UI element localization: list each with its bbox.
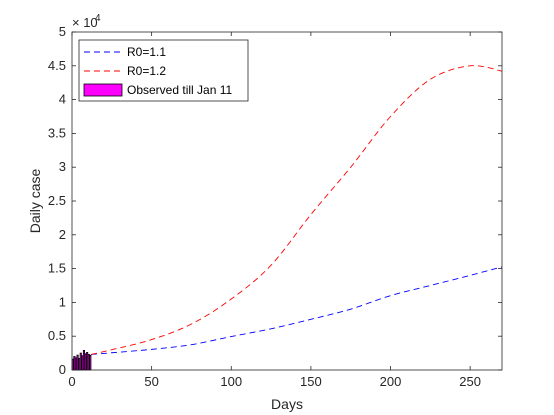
observed-bar [82,349,85,371]
x-axis-label: Days [271,396,303,412]
observed-bar [76,354,79,371]
y-tick-label: 0 [59,362,66,377]
observed-bar [87,354,90,371]
y-axis-label: Daily case [27,169,43,234]
x-tick-label: 200 [380,374,402,389]
x-tick-label: 100 [220,374,242,389]
y-tick-label: 5 [59,24,66,39]
legend-label-r0-1-1: R0=1.1 [127,45,166,59]
observed-bar [74,357,78,371]
ticks-layer: 0 50 100 150 200 250 0 0.5 1 1.5 2 2.5 3 3.5 4 4.5 5 [48,24,502,389]
y-tick-label: 4.5 [48,58,66,73]
x-tick-label: 150 [300,374,322,389]
observed-bar [78,358,81,371]
observed-bar [84,353,87,371]
series-line-r0-1-1 [91,266,503,355]
y-tick-label: 2 [59,227,66,242]
observed-bar [73,356,76,371]
legend-label-observed: Observed till Jan 11 [127,83,232,97]
observed-bar [89,354,92,371]
x-tick-label: 50 [144,374,158,389]
y-tick-label: 2.5 [48,193,66,208]
series-line-r0-1-2 [91,65,503,355]
y-tick-label: 0.5 [48,328,66,343]
observed-bar [79,352,82,371]
legend-swatch-observed [83,83,123,97]
y-tick-label: 3.5 [48,125,66,140]
y-tick-label: 1.5 [48,261,66,276]
y-tick-label: 1 [59,294,66,309]
legend: R0=1.1 R0=1.2 Observed till Jan 11 [78,39,249,102]
observed-bar [81,355,84,371]
x-tick-label: 0 [68,374,75,389]
observed-bar [86,352,89,371]
y-exponent-power: 4 [95,13,101,24]
x-tick-label: 250 [459,374,481,389]
y-tick-label: 3 [59,159,66,174]
y-tick-label: 4 [59,92,66,107]
y-exponent-base: × 10 [72,15,98,30]
legend-label-r0-1-2: R0=1.2 [127,64,166,78]
